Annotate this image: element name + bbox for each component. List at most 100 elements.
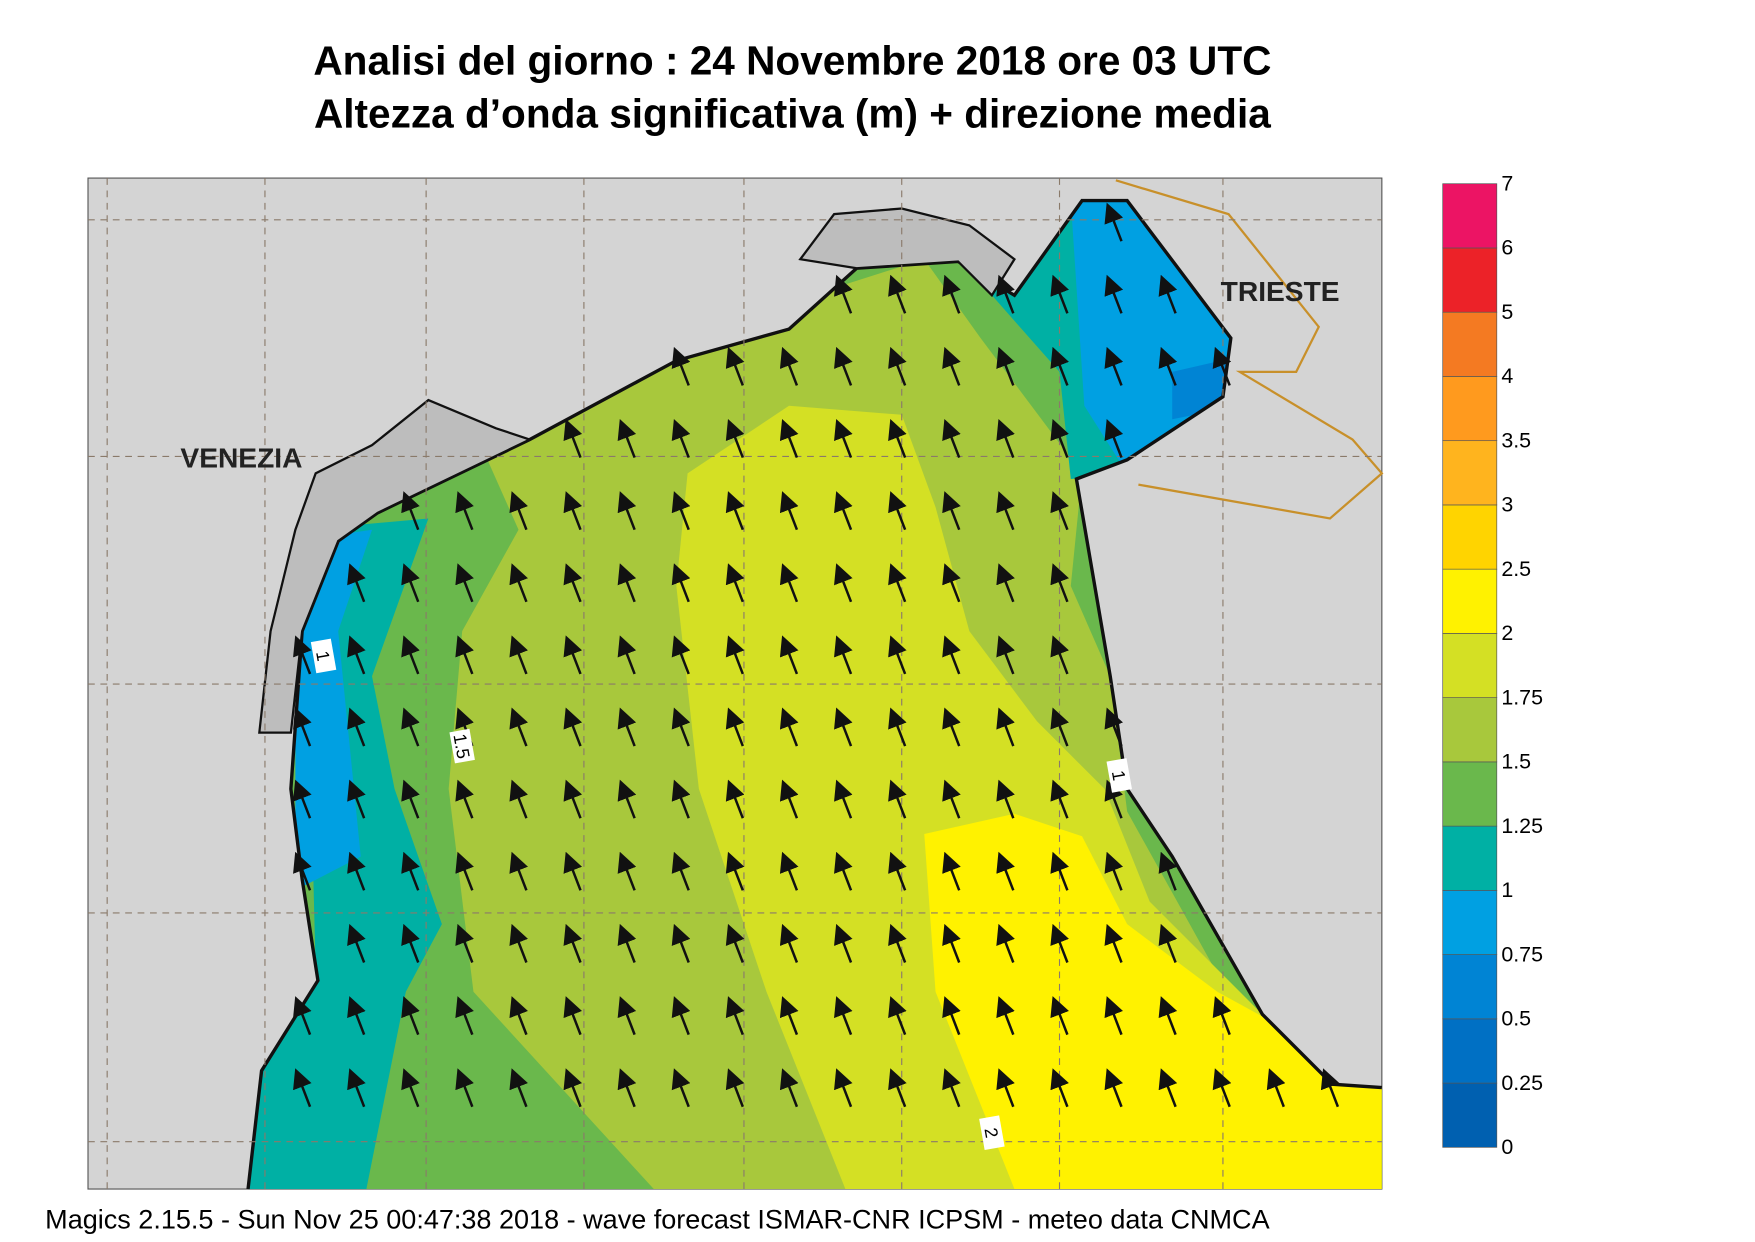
arrow: [455, 635, 474, 675]
contour-label: 1.5: [449, 728, 475, 764]
colorbar-box: [1442, 504, 1498, 570]
arrow: [996, 923, 1015, 963]
arrow: [1104, 419, 1124, 459]
arrow: [293, 707, 312, 747]
arrow: [1266, 1068, 1286, 1108]
footer: Magics 2.15.5 - Sun Nov 25 00:47:38 2018…: [45, 1204, 1269, 1234]
arrow: [1104, 851, 1124, 891]
arrow: [779, 779, 799, 819]
arrow: [779, 563, 799, 603]
border: [1115, 179, 1384, 520]
colorbar-box: [1442, 761, 1498, 827]
arrow: [1212, 346, 1232, 386]
arrow: [834, 491, 853, 531]
arrow: [996, 274, 1015, 314]
arrow: [725, 635, 745, 675]
subtitle: Altezza d’onda significativa (m) + direz…: [314, 90, 1271, 136]
arrow: [401, 707, 420, 747]
arrow: [347, 851, 366, 891]
arrow: [347, 707, 366, 747]
arrow: [347, 923, 366, 963]
arrow: [401, 923, 420, 963]
arrow: [293, 1068, 312, 1108]
arrow: [617, 419, 637, 459]
place-label: VENEZIA: [180, 442, 302, 474]
arrow: [1050, 996, 1069, 1036]
arrow: [293, 851, 312, 891]
arrow: [996, 996, 1015, 1036]
contour-label-box: [310, 638, 337, 674]
arrow: [725, 851, 745, 891]
contour-label-text: 2: [980, 1126, 1001, 1139]
arrow: [617, 563, 637, 603]
colorbar-label: 0: [1501, 1135, 1513, 1159]
arrow: [509, 491, 528, 531]
arrow: [996, 491, 1015, 531]
arrow: [1104, 996, 1124, 1036]
arrow: [996, 419, 1015, 459]
arrow: [1158, 1068, 1178, 1108]
colorbar-box: [1442, 633, 1498, 698]
arrow: [563, 707, 583, 747]
lagoon: [798, 207, 1016, 298]
arrow: [671, 779, 691, 819]
arrow: [509, 923, 528, 963]
colorbar-label: 1.5: [1501, 750, 1531, 774]
arrow: [942, 274, 961, 314]
arrow: [509, 707, 528, 747]
colorbar-label: 3: [1501, 493, 1513, 517]
colorbar-label: 6: [1501, 236, 1513, 260]
arrow: [455, 923, 474, 963]
arrow: [563, 779, 583, 819]
arrow: [563, 563, 583, 603]
arrow: [617, 996, 637, 1036]
colorbar-label: 1: [1501, 878, 1513, 902]
arrow: [509, 851, 528, 891]
arrow: [1050, 1068, 1069, 1108]
arrow: [725, 346, 745, 386]
arrow: [725, 563, 745, 603]
arrow: [996, 707, 1015, 747]
arrow: [401, 491, 420, 531]
arrow: [617, 491, 637, 531]
arrow: [293, 635, 312, 675]
arrow: [347, 635, 366, 675]
arrow: [509, 635, 528, 675]
colorbar-label: 5: [1501, 300, 1513, 324]
arrow: [725, 491, 745, 531]
arrow: [888, 923, 907, 963]
direction-arrows: [293, 202, 1340, 1108]
arrow: [996, 851, 1015, 891]
contour-label: 1: [310, 638, 337, 674]
arrow: [834, 635, 853, 675]
arrow: [942, 851, 961, 891]
arrow: [779, 635, 799, 675]
arrow: [455, 563, 474, 603]
arrow: [671, 491, 691, 531]
title: Analisi del giorno : 24 Novembre 2018 or…: [313, 37, 1271, 83]
arrow: [942, 491, 961, 531]
colorbar-label: 2: [1501, 621, 1513, 645]
arrow: [725, 419, 745, 459]
colorbar-label: 2.5: [1501, 557, 1531, 581]
arrow: [1050, 923, 1069, 963]
arrow: [671, 419, 691, 459]
contour-label: 2: [979, 1115, 1005, 1150]
arrow: [888, 491, 907, 531]
arrow: [671, 707, 691, 747]
contour-labels: 1 1.5 1 2: [310, 638, 1132, 1150]
arrow: [1104, 779, 1124, 819]
arrow: [888, 419, 907, 459]
arrow: [671, 563, 691, 603]
arrow: [563, 419, 583, 459]
map: 1 1.5 1 2 VENEZIA TRIESTE: [87, 177, 1384, 1190]
colorbar-box: [1442, 376, 1498, 442]
arrow: [888, 851, 907, 891]
colorbar-label: 1.75: [1501, 685, 1543, 709]
colorbar-box: [1442, 183, 1498, 249]
arrow: [1050, 635, 1069, 675]
contour-label: 1: [1106, 758, 1132, 793]
arrow: [1104, 923, 1124, 963]
arrow: [888, 635, 907, 675]
arrow: [942, 1068, 961, 1108]
